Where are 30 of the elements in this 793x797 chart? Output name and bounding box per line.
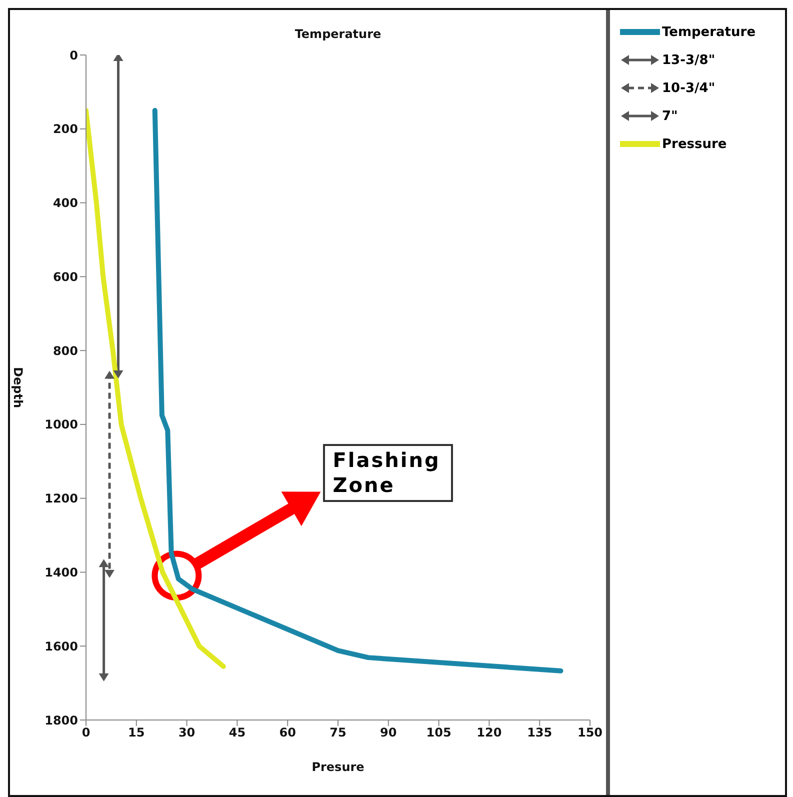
x-tick-label: 45	[228, 726, 246, 740]
y-tick-label: 1000	[44, 418, 78, 432]
y-tick-label: 200	[52, 122, 78, 136]
legend-label: 10-3/4"	[662, 80, 716, 96]
x-tick-label: 60	[279, 726, 296, 740]
x-tick-label: 30	[178, 726, 196, 740]
x-tick-label: 90	[380, 726, 397, 740]
y-tick-label: 1600	[44, 639, 78, 654]
y-tick-label: 400	[52, 196, 78, 210]
legend-label: 13-3/8"	[662, 52, 716, 68]
x-tick-label: 135	[527, 726, 552, 740]
y-tick-label: 1200	[44, 492, 78, 506]
annotation: Flashing Zone	[322, 444, 453, 502]
x-axis-title: Presure	[312, 760, 364, 774]
y-tick-label: 800	[52, 344, 78, 358]
x-tick-label: 15	[128, 726, 145, 740]
x-tick-label: 120	[476, 726, 502, 740]
y-tick-label: 600	[52, 270, 78, 284]
x-tick-label: 150	[577, 726, 603, 740]
x-tick-label: 0	[82, 726, 90, 740]
legend-label: Temperature	[662, 24, 756, 40]
y-tick-label: 0	[70, 48, 78, 62]
x-tick-label: 75	[330, 726, 346, 740]
chart-title: Temperature	[294, 27, 382, 41]
y-axis-title: Depth	[10, 367, 25, 408]
y-tick-label: 1800	[44, 713, 78, 728]
legend-label: 7"	[662, 108, 678, 124]
y-tick-label: 1400	[44, 565, 78, 580]
x-tick-label: 105	[426, 726, 452, 740]
legend-label: Pressure	[662, 136, 727, 152]
